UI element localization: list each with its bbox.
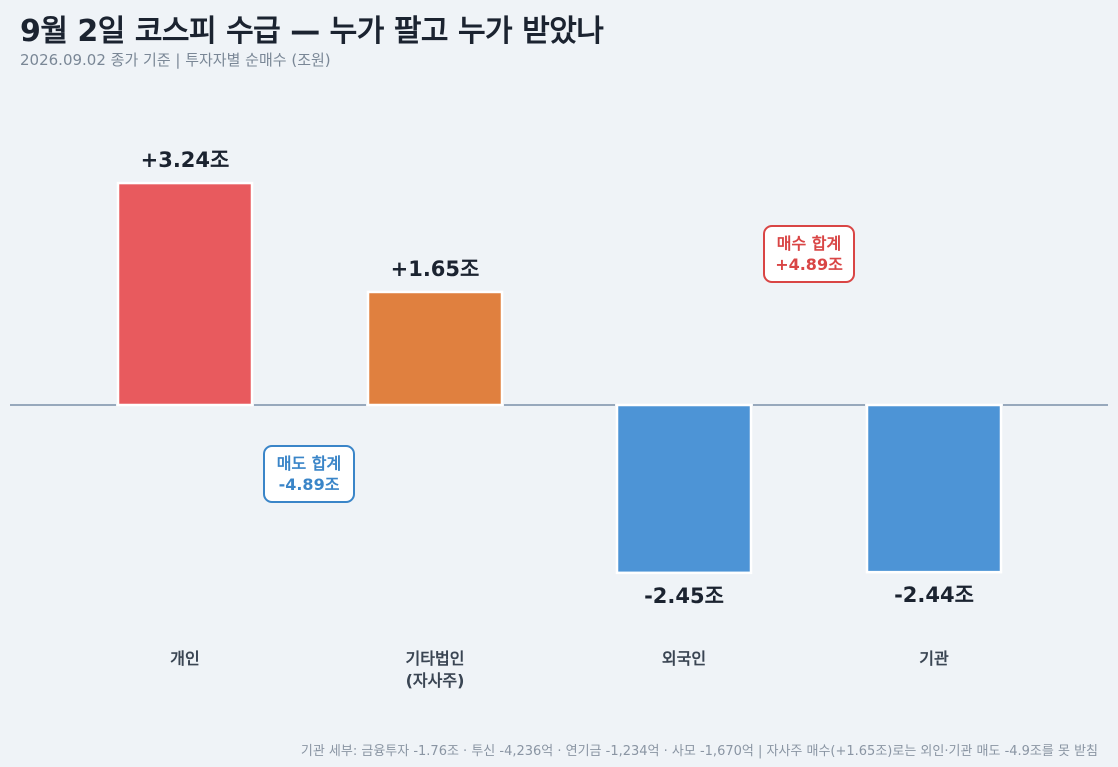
data-label-3: -2.44조 bbox=[894, 583, 974, 607]
sell-total-value: -4.89조 bbox=[279, 475, 340, 494]
data-label-0: +3.24조 bbox=[141, 148, 230, 172]
buy-total-value: +4.89조 bbox=[775, 255, 843, 274]
bar-1 bbox=[366, 290, 504, 407]
buy-total-label: 매수 합계 bbox=[777, 234, 841, 253]
category-label-1-line-1: (자사주) bbox=[406, 671, 465, 690]
bar-0 bbox=[116, 181, 254, 407]
chart-title: 9월 2일 코스피 수급 — 누가 팔고 누가 받았나 bbox=[20, 14, 604, 49]
category-label-0: 개인 bbox=[170, 649, 199, 668]
chart-footnote: 기관 세부: 금융투자 -1.76조 · 투신 -4,236억 · 연기금 -1… bbox=[300, 744, 1098, 759]
category-label-1-line-0: 기타법인 bbox=[406, 649, 465, 668]
sell-total-label: 매도 합계 bbox=[277, 454, 341, 473]
category-label-2: 외국인 bbox=[662, 649, 706, 668]
buy-total-box bbox=[763, 225, 855, 283]
bar-3 bbox=[865, 403, 1003, 574]
data-label-1: +1.65조 bbox=[391, 257, 480, 281]
category-label-3: 기관 bbox=[919, 649, 949, 668]
data-label-2: -2.45조 bbox=[644, 584, 724, 608]
bar-2 bbox=[615, 403, 753, 575]
sell-total-box bbox=[263, 445, 355, 503]
chart-subtitle: 2026.09.02 종가 기준 | 투자자별 순매수 (조원) bbox=[20, 51, 331, 69]
